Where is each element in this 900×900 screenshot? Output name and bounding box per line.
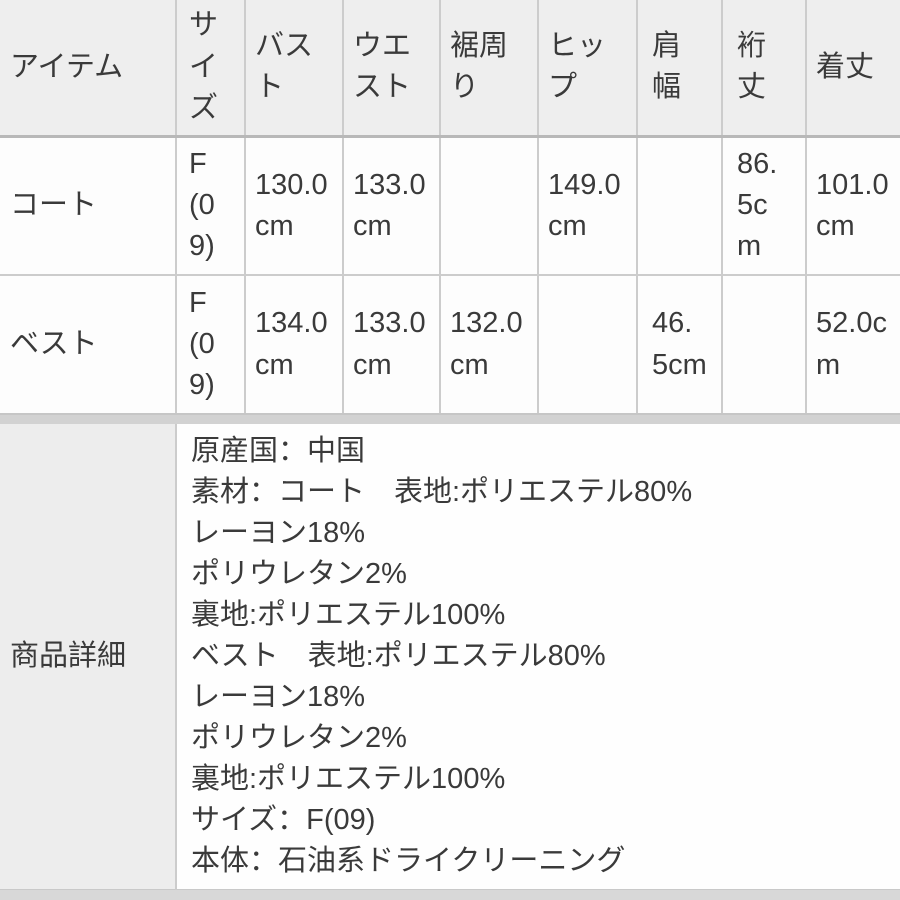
col-header-shoulder: 肩幅 (637, 0, 723, 138)
col-header-bust: バスト (245, 0, 344, 138)
table-row-coat: コート F(09) 130.0cm 133.0cm 149.0cm 86.5cm… (0, 136, 900, 276)
size-table: アイテム サイズ バスト ウエスト 裾周り ヒップ 肩幅 裄丈 着丈 コート F… (0, 0, 900, 415)
detail-line-size: サイズ：F(09) (191, 804, 376, 836)
table-row-vest: ベスト F(09) 134.0cm 133.0cm 132.0cm 46.5cm… (0, 275, 900, 415)
col-header-hem: 裾周り (440, 0, 539, 138)
detail-line-polyurethane-2: ポリウレタン2% (191, 722, 407, 754)
cell-hem: 132.0cm (440, 275, 539, 415)
cell-item: ベスト (0, 275, 177, 415)
cell-hem (440, 136, 539, 276)
col-header-waist: ウエスト (343, 0, 441, 138)
col-header-hip: ヒップ (538, 0, 638, 138)
cell-bust: 130.0cm (245, 136, 344, 276)
cell-sleeve: 86.5cm (722, 136, 807, 276)
product-details-content: 原産国：中国 素材：コート 表地:ポリエステル80% レーヨン18% ポリウレタ… (176, 424, 900, 890)
detail-line-lining: 裏地:ポリエステル100% (191, 599, 506, 631)
cell-hip (538, 275, 638, 415)
cell-length: 52.0cm (806, 275, 900, 415)
detail-line-rayon-2: レーヨン18% (191, 681, 366, 713)
cell-item: コート (0, 136, 177, 276)
detail-line-lining-2: 裏地:ポリエステル100% (191, 763, 506, 795)
cell-bust: 134.0cm (245, 275, 344, 415)
product-details-row: 商品詳細 原産国：中国 素材：コート 表地:ポリエステル80% レーヨン18% … (0, 424, 900, 890)
cell-size: F(09) (176, 275, 246, 415)
cell-shoulder (637, 136, 723, 276)
cell-waist: 133.0cm (343, 136, 441, 276)
size-table-header-row: アイテム サイズ バスト ウエスト 裾周り ヒップ 肩幅 裄丈 着丈 (0, 0, 900, 138)
cell-sleeve (722, 275, 807, 415)
cell-shoulder: 46.5cm (637, 275, 723, 415)
product-details-label: 商品詳細 (0, 424, 177, 890)
detail-line-polyurethane: ポリウレタン2% (191, 558, 407, 590)
detail-line-material-vest: ベスト 表地:ポリエステル80% (191, 640, 606, 672)
cell-length: 101.0cm (806, 136, 900, 276)
col-header-sleeve: 裄丈 (722, 0, 807, 138)
bottom-band (0, 890, 900, 900)
detail-line-care: 本体：石油系ドライクリーニング (191, 845, 626, 877)
detail-line-origin: 原産国：中国 (191, 435, 366, 467)
col-header-size: サイズ (176, 0, 246, 138)
col-header-length: 着丈 (806, 0, 900, 138)
col-header-item: アイテム (0, 0, 177, 138)
detail-line-rayon: レーヨン18% (191, 517, 366, 549)
product-details-table: 商品詳細 原産国：中国 素材：コート 表地:ポリエステル80% レーヨン18% … (0, 424, 900, 890)
detail-line-material-coat: 素材：コート 表地:ポリエステル80% (191, 476, 693, 508)
cell-hip: 149.0cm (538, 136, 638, 276)
cell-size: F(09) (176, 136, 246, 276)
cell-waist: 133.0cm (343, 275, 441, 415)
